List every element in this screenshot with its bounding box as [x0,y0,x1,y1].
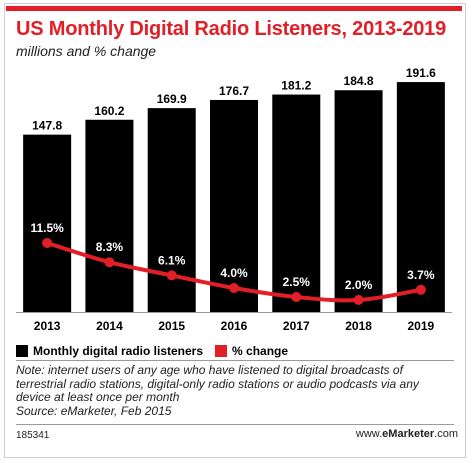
chart-id: 185341 [16,430,50,441]
source-text: Source: eMarketer, Feb 2015 [16,403,172,418]
x-tick-label: 2019 [408,319,435,333]
chart-frame [4,3,466,458]
brand-link[interactable]: www.eMarketer.com [356,428,458,440]
legend-item-bars: Monthly digital radio listeners [16,344,203,358]
pct-change-label: 2.0% [345,278,373,292]
legend-label-line: % change [232,344,289,358]
note-block: Note: internet users of any age who have… [16,363,456,418]
legend-swatch-bars [16,345,28,357]
brand-suffix: .com [434,428,458,440]
x-tick-label: 2013 [34,319,61,333]
bar [210,99,258,313]
pct-change-label: 3.7% [407,268,435,282]
pct-change-label: 4.0% [220,266,248,280]
pct-change-point [166,270,177,281]
x-tick-label: 2015 [158,319,185,333]
x-tick-label: 2016 [221,319,248,333]
pct-change-point [415,284,426,295]
brand-name: eMarketer [382,428,435,440]
pct-change-point [42,238,53,248]
divider-top [16,360,454,361]
bar [396,82,445,312]
chart-title: US Monthly Digital Radio Listeners, 2013… [16,18,447,40]
bar-value-label: 181.2 [281,79,311,93]
bar-value-label: 184.8 [344,74,374,88]
pct-change-point [353,295,364,305]
bar [23,134,72,312]
pct-change-label: 2.5% [283,275,311,289]
note-text: Note: internet users of any age who have… [16,363,419,404]
pct-change-label: 8.3% [96,240,124,254]
chart-subtitle: millions and % change [16,43,157,59]
legend-label-bars: Monthly digital radio listeners [33,344,204,358]
bar [85,119,134,312]
bar-value-label: 160.2 [94,104,124,118]
x-tick-label: 2014 [96,319,123,333]
legend-swatch-line [215,345,228,357]
brand-prefix: www. [355,428,383,440]
x-tick-label: 2017 [283,319,310,333]
legend: Monthly digital radio listeners % change [16,344,300,358]
bar [272,94,321,312]
accent-bar [6,6,462,11]
pct-change-label: 6.1% [158,253,186,267]
legend-item-line: % change [215,344,288,358]
bar [334,90,383,313]
bar-value-label: 169.9 [157,92,187,106]
pct-change-label: 11.5% [30,221,64,235]
pct-change-point [104,257,115,268]
bar-value-label: 191.6 [406,66,436,80]
bar-value-label: 147.8 [32,119,62,133]
x-tick-label: 2018 [345,319,372,333]
pct-change-point [291,292,302,302]
pct-change-point [229,283,239,293]
bar-value-label: 176.7 [219,84,249,98]
bar [147,108,196,313]
divider-bottom [16,424,454,425]
